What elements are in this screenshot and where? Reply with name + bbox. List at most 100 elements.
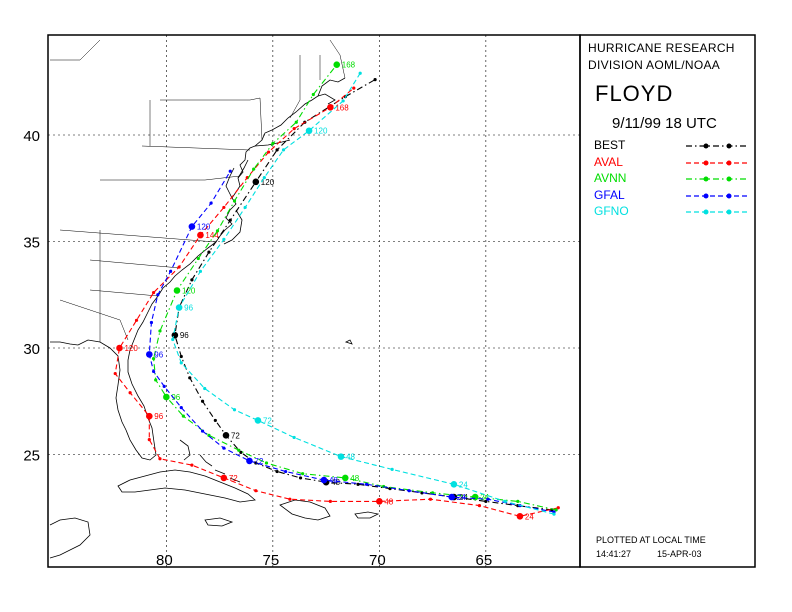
track-point (209, 201, 213, 205)
lon-tick-label: 75 (263, 552, 280, 569)
track-point (298, 476, 303, 480)
track-marker (222, 432, 230, 439)
track-point (215, 229, 220, 233)
track-point (200, 429, 205, 433)
plot-clock: 14:41:27 (596, 549, 632, 559)
track-marker (327, 104, 334, 111)
forecast-hour-label: 120 (182, 286, 196, 295)
track-point (198, 269, 203, 273)
track-point (154, 378, 158, 382)
track-point (190, 463, 194, 467)
track-point (171, 337, 175, 342)
org-title-line2: DIVISION AOML/NOAA (588, 58, 721, 72)
state-borders (50, 39, 346, 342)
forecast-tracks: 2448729612024487296120144168244896120168… (113, 61, 560, 521)
forecast-hour-label: 72 (229, 474, 238, 483)
lat-tick-label: 30 (23, 341, 40, 358)
lon-tick-label: 65 (476, 552, 493, 569)
track-point (134, 318, 139, 322)
track-point (222, 237, 226, 241)
forecast-hour-label: 96 (171, 393, 180, 402)
track-point (292, 127, 296, 131)
track-point (252, 167, 256, 171)
track-point (207, 250, 211, 254)
plotted-note: PLOTTED AT LOCAL TIME (596, 535, 706, 545)
forecast-hour-label: 72 (263, 416, 272, 425)
lon-tick-label: 70 (369, 552, 386, 569)
track-point (254, 461, 258, 465)
forecast-hour-label: 144 (205, 231, 219, 240)
track-line-aval (114, 87, 559, 517)
track-point (196, 256, 200, 261)
track-point (147, 437, 151, 442)
forecast-hour-label: 96 (184, 304, 193, 313)
track-marker (116, 344, 123, 352)
track-aval: 24 48 72 96 120 144 168 (113, 86, 560, 521)
track-point (264, 461, 269, 465)
track-point (113, 371, 117, 376)
track-marker (254, 417, 262, 424)
track-point (262, 176, 266, 180)
track-point (239, 450, 243, 454)
track-marker (337, 453, 345, 460)
track-point (390, 467, 394, 472)
forecast-hour-label: 48 (331, 478, 340, 487)
legend-swatch-best (686, 143, 747, 149)
forecast-hour-label: 24 (525, 512, 534, 521)
track-point (373, 78, 377, 82)
track-point (352, 86, 356, 90)
track-point (503, 499, 507, 503)
lat-tick-label: 35 (23, 235, 40, 252)
forecast-hour-label: 24 (459, 480, 468, 489)
forecast-hour-label: 168 (335, 103, 349, 112)
track-marker (305, 127, 313, 135)
forecast-hour-label: 48 (329, 476, 338, 485)
track-point (428, 497, 433, 501)
track-marker (448, 493, 456, 501)
track-point (222, 205, 226, 210)
legend-label-best: BEST (594, 138, 626, 152)
storm-name: FLOYD (595, 81, 674, 106)
track-point (243, 205, 247, 210)
legend-label-gfal: GFAL (594, 187, 625, 202)
track-point (271, 141, 275, 146)
track-marker (320, 476, 328, 484)
track-point (162, 384, 166, 388)
track-point (151, 291, 156, 295)
track-point (232, 408, 237, 412)
track-point (188, 376, 192, 380)
track-point (556, 506, 560, 510)
plot-date: 15-APR-03 (657, 549, 702, 559)
track-line-gfal (148, 170, 555, 513)
track-point (149, 320, 154, 325)
track-marker (173, 287, 181, 294)
track-marker (450, 481, 458, 488)
forecast-hour-label: 48 (384, 497, 393, 506)
track-point (552, 512, 556, 516)
legend-label-gfno: GFNO (594, 204, 629, 218)
track-marker (333, 61, 341, 69)
init-time: 9/11/99 18 UTC (612, 115, 717, 132)
track-point (179, 406, 183, 410)
lat-tick-label: 25 (23, 448, 40, 465)
track-marker (471, 493, 479, 501)
track-point (301, 472, 305, 476)
track-point (266, 150, 271, 154)
track-point (179, 361, 183, 365)
track-point (292, 435, 296, 440)
track-point (364, 482, 369, 486)
track-marker (246, 457, 253, 465)
forecast-hour-label: 72 (254, 457, 263, 466)
track-point (228, 218, 232, 222)
track-line-gfno (172, 72, 555, 515)
track-point (203, 386, 207, 391)
track-point (177, 265, 181, 269)
track-point (151, 369, 156, 374)
track-point (213, 418, 217, 423)
track-point (288, 497, 292, 501)
legend-swatch-gfno (686, 209, 747, 215)
track-marker (188, 223, 196, 230)
forecast-hour-label: 96 (180, 331, 189, 340)
track-point (128, 391, 132, 395)
